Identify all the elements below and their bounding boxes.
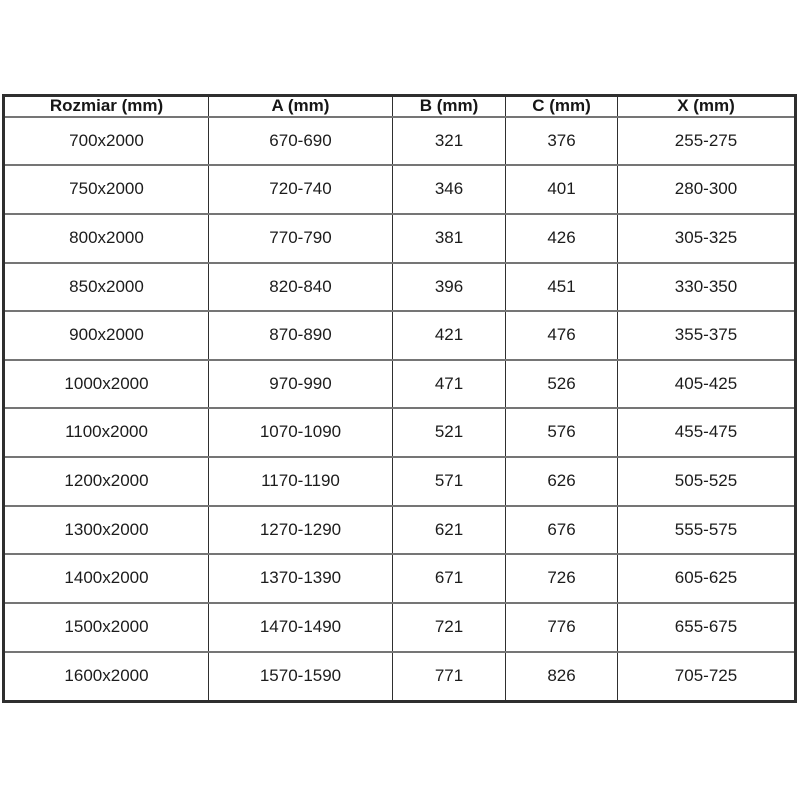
table-cell: 280-300 [617,164,796,215]
table-cell: 330-350 [617,261,796,313]
table-cell: 505-525 [617,456,796,507]
table-cell: 870-890 [208,310,393,361]
column-header: A (mm) [208,94,393,118]
table-row: 1100x2000 1070-1090 521 576 455-475 [3,407,796,459]
column-header: X (mm) [617,94,796,118]
table-cell: 526 [505,358,618,410]
table-row: 700x2000 670-690 321 376 255-275 [3,115,796,167]
table-cell: 676 [505,504,618,556]
table-cell: 1070-1090 [208,407,393,459]
table-cell: 381 [392,212,506,264]
table-cell: 401 [505,164,618,215]
table-cell: 451 [505,261,618,313]
table-cell: 521 [392,407,506,459]
table-cell: 820-840 [208,261,393,313]
table-cell: 555-575 [617,504,796,556]
table-row: 1500x2000 1470-1490 721 776 655-675 [3,601,796,653]
table-cell: 355-375 [617,310,796,361]
table-cell: 670-690 [208,115,393,167]
table-cell: 776 [505,601,618,653]
table-cell: 1470-1490 [208,601,393,653]
table-cell: 900x2000 [3,310,209,361]
table-cell: 720-740 [208,164,393,215]
table-cell: 800x2000 [3,212,209,264]
table-cell: 376 [505,115,618,167]
table-cell: 1400x2000 [3,553,209,604]
table-row: 850x2000 820-840 396 451 330-350 [3,261,796,313]
table-cell: 705-725 [617,650,796,703]
column-header: C (mm) [505,94,618,118]
table-row: 1200x2000 1170-1190 571 626 505-525 [3,456,796,507]
table-cell: 750x2000 [3,164,209,215]
table-cell: 455-475 [617,407,796,459]
table-cell: 305-325 [617,212,796,264]
table-cell: 605-625 [617,553,796,604]
table-cell: 721 [392,601,506,653]
table-cell: 850x2000 [3,261,209,313]
table-cell: 726 [505,553,618,604]
table-cell: 1200x2000 [3,456,209,507]
table-cell: 476 [505,310,618,361]
table-cell: 421 [392,310,506,361]
table-cell: 621 [392,504,506,556]
table-row: 1400x2000 1370-1390 671 726 605-625 [3,553,796,604]
column-header: Rozmiar (mm) [3,94,209,118]
table-cell: 1570-1590 [208,650,393,703]
table-cell: 770-790 [208,212,393,264]
table-cell: 426 [505,212,618,264]
table-cell: 626 [505,456,618,507]
table-cell: 1500x2000 [3,601,209,653]
table-cell: 1170-1190 [208,456,393,507]
table-cell: 1270-1290 [208,504,393,556]
table-cell: 826 [505,650,618,703]
table-cell: 471 [392,358,506,410]
table-cell: 571 [392,456,506,507]
table-row: 1300x2000 1270-1290 621 676 555-575 [3,504,796,556]
size-dimension-table: Rozmiar (mm) A (mm) B (mm) C (mm) X (mm) 700… [2,94,797,703]
table-cell: 576 [505,407,618,459]
table-cell: 255-275 [617,115,796,167]
table-cell: 1000x2000 [3,358,209,410]
table-cell: 396 [392,261,506,313]
table-cell: 346 [392,164,506,215]
table-cell: 655-675 [617,601,796,653]
table-row: 800x2000 770-790 381 426 305-325 [3,212,796,264]
table-cell: 771 [392,650,506,703]
table-cell: 321 [392,115,506,167]
table-cell: 700x2000 [3,115,209,167]
table-cell: 1300x2000 [3,504,209,556]
table-header-row: Rozmiar (mm) A (mm) B (mm) C (mm) X (mm) [3,94,796,118]
table-body: 700x2000 670-690 321 376 255-275 750x2000 720-… [3,115,796,703]
table-row: 1000x2000 970-990 471 526 405-425 [3,358,796,410]
table-cell: 1100x2000 [3,407,209,459]
table-row: 900x2000 870-890 421 476 355-375 [3,310,796,361]
table-cell: 405-425 [617,358,796,410]
table-cell: 1600x2000 [3,650,209,703]
table-row: 1600x2000 1570-1590 771 826 705-725 [3,650,796,703]
table-cell: 671 [392,553,506,604]
table-cell: 970-990 [208,358,393,410]
table-cell: 1370-1390 [208,553,393,604]
table-row: 750x2000 720-740 346 401 280-300 [3,164,796,215]
column-header: B (mm) [392,94,506,118]
